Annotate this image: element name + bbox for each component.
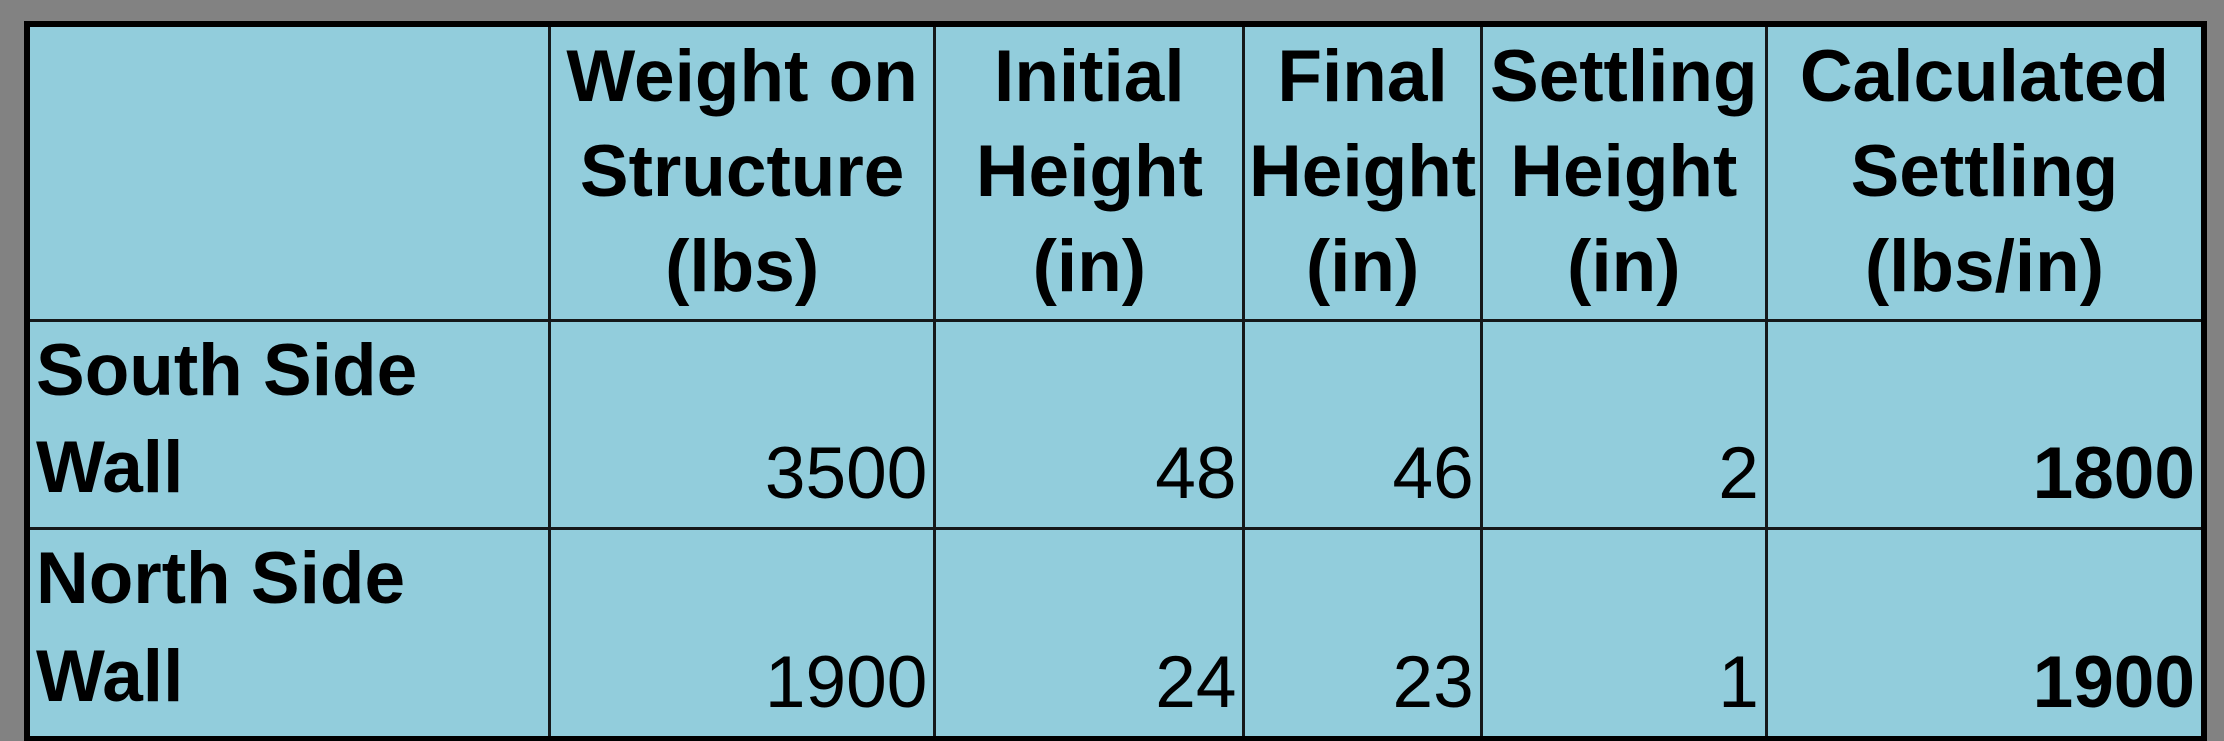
header-cell-weight-on-structure: Weight on Structure (lbs) bbox=[547, 22, 937, 322]
row-label-text: North Side Wall bbox=[36, 538, 406, 717]
cell-north-initial-height: 24 bbox=[933, 527, 1246, 741]
header-cell-calculated-settling: Calculated Settling (lbs/in) bbox=[1764, 22, 2206, 322]
cell-north-calculated-settling: 1900 bbox=[1764, 527, 2206, 741]
cell-south-settling-height: 2 bbox=[1479, 318, 1768, 531]
cell-north-final-height: 23 bbox=[1242, 527, 1483, 741]
table-row-south-side-wall: South Side Wall 3500 48 46 2 1800 bbox=[25, 318, 2206, 531]
header-cell-initial-height: Initial Height (in) bbox=[933, 22, 1246, 322]
header-row: Weight on Structure (lbs) Initial Height… bbox=[25, 22, 2206, 322]
cell-north-settling-height: 1 bbox=[1479, 527, 1768, 741]
cell-south-weight: 3500 bbox=[547, 318, 937, 531]
cell-south-initial-height: 48 bbox=[933, 318, 1246, 531]
row-label-text: South Side Wall bbox=[36, 329, 418, 509]
settling-data-table: Weight on Structure (lbs) Initial Height… bbox=[24, 21, 2207, 741]
table-row-north-side-wall: North Side Wall 1900 24 23 1 1900 bbox=[25, 527, 2206, 741]
header-cell-settling-height: Settling Height (in) bbox=[1479, 22, 1768, 322]
row-label-north-side-wall: North Side Wall bbox=[25, 527, 551, 741]
header-cell-empty bbox=[25, 22, 551, 322]
cell-south-calculated-settling: 1800 bbox=[1764, 318, 2206, 531]
cell-south-final-height: 46 bbox=[1242, 318, 1483, 531]
row-label-south-side-wall: South Side Wall bbox=[25, 318, 551, 531]
cell-north-weight: 1900 bbox=[547, 527, 937, 741]
header-cell-final-height: Final Height (in) bbox=[1242, 22, 1483, 322]
